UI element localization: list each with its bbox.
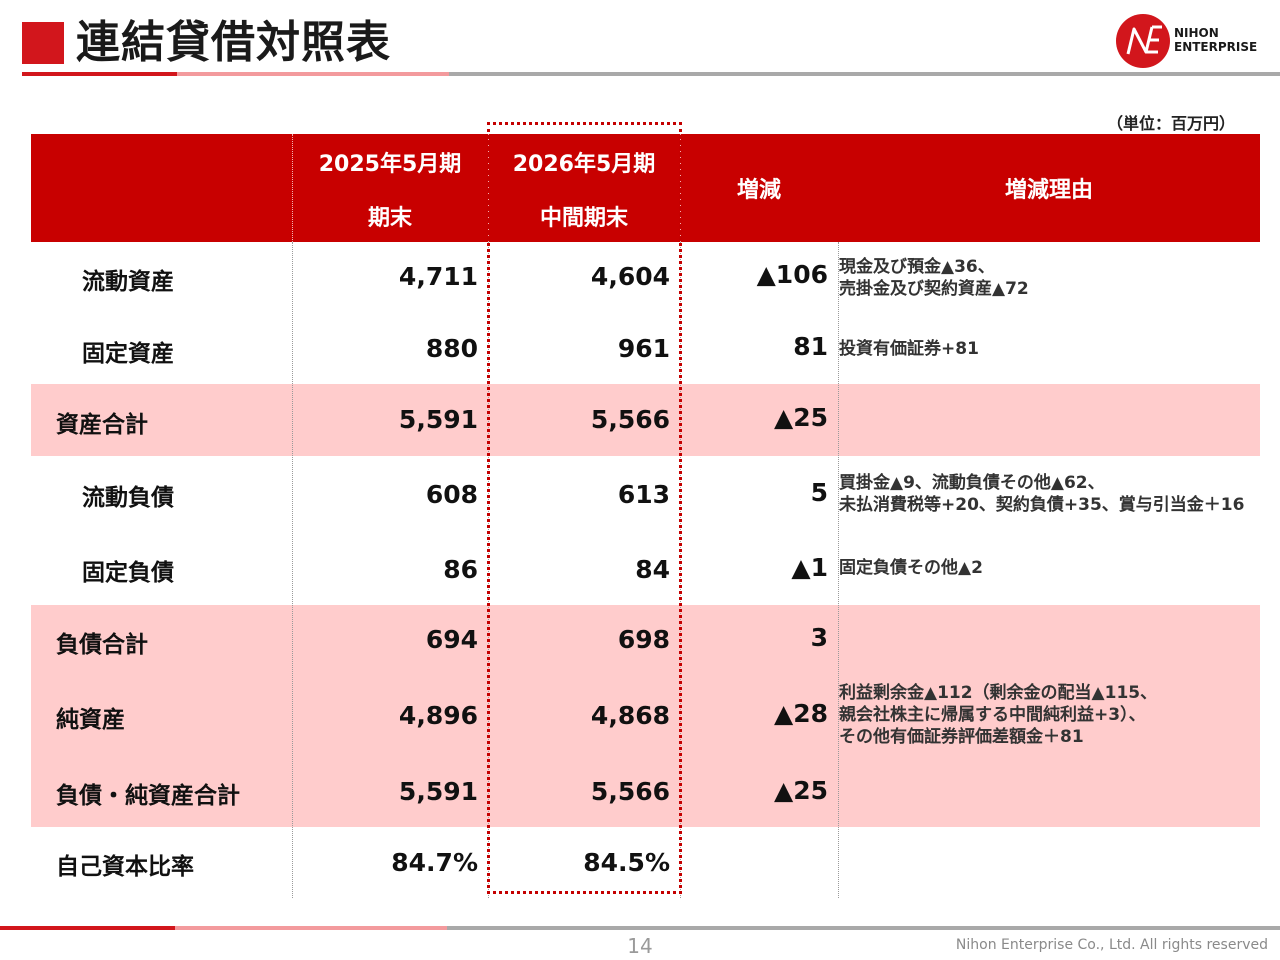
cell-curr: 5,566 [590,405,670,434]
cell-prev: 608 [425,480,478,509]
cell-change: ▲25 [773,403,828,432]
company-logo-text: NIHON ENTERPRISE [1174,26,1258,54]
column-divider [292,242,293,898]
cell-change: 5 [810,478,828,507]
cell-curr: 4,868 [590,701,670,730]
cell-change: ▲25 [773,776,828,805]
page-number: 14 [627,934,653,958]
cell-prev: 86 [443,555,478,584]
header-curr-period: 2026年5月期 [512,152,656,177]
row-label-total-liabilities: 負債合計 [56,632,148,658]
company-logo-icon [1116,14,1170,68]
cell-change: ▲1 [791,553,828,582]
cell-change: 81 [793,332,828,361]
cell-change: 3 [810,623,828,652]
title-accent-square [22,22,64,64]
cell-reason: 現金及び預金▲36、 売掛金及び契約資産▲72 [839,257,1029,299]
cell-reason: 固定負債その他▲2 [839,558,983,578]
cell-curr: 84.5% [583,848,670,877]
cell-reason: 投資有価証券+81 [839,339,979,359]
row-label-fixed-assets: 固定資産 [82,341,174,367]
column-divider [838,242,839,898]
row-label-fixed-liabilities: 固定負債 [82,560,174,586]
cell-change: ▲28 [773,699,828,728]
cell-curr: 961 [617,334,670,363]
header-prev-period-sub: 期末 [367,206,412,231]
row-label-total-assets: 資産合計 [56,412,148,438]
cell-curr: 84 [635,555,670,584]
row-label-net-assets: 純資産 [56,707,125,733]
cell-reason: 買掛金▲9、流動負債その他▲62、 未払消費税等+20、契約負債+35、賞与引当金… [839,473,1245,515]
cell-reason: 利益剰余金▲112（剰余金の配当▲115、 親会社株主に帰属する中間純利益+3）、… [839,683,1158,747]
footer-divider [0,926,1280,930]
row-label-current-liabilities: 流動負債 [82,485,174,511]
header-prev-period: 2025年5月期 [318,152,462,177]
cell-prev: 5,591 [398,777,478,806]
row-label-total-liabilities-net-assets: 負債・純資産合計 [56,783,240,809]
current-period-highlight-frame [487,122,682,894]
cell-prev: 84.7% [391,848,478,877]
band-total-assets [31,384,1260,456]
page-title: 連結貸借対照表 [76,17,391,68]
unit-label: （単位：百万円） [1106,114,1235,133]
cell-prev: 4,896 [398,701,478,730]
copyright-text: Nihon Enterprise Co., Ltd. All rights re… [955,937,1268,953]
cell-curr: 4,604 [590,262,670,291]
row-label-current-assets: 流動資産 [82,269,174,295]
header-reason: 増減理由 [1004,178,1093,203]
cell-curr: 613 [617,480,670,509]
cell-curr: 698 [617,625,670,654]
header-divider [22,72,1280,76]
cell-prev: 5,591 [398,405,478,434]
cell-prev: 694 [425,625,478,654]
row-label-equity-ratio: 自己資本比率 [56,854,194,880]
cell-change: ▲106 [756,260,828,289]
cell-prev: 880 [425,334,478,363]
header-curr-period-sub: 中間期末 [539,206,628,231]
band-liabilities-equity [31,605,1260,827]
cell-prev: 4,711 [398,262,478,291]
table-header [31,134,1260,242]
header-change: 増減 [736,178,781,203]
cell-curr: 5,566 [590,777,670,806]
